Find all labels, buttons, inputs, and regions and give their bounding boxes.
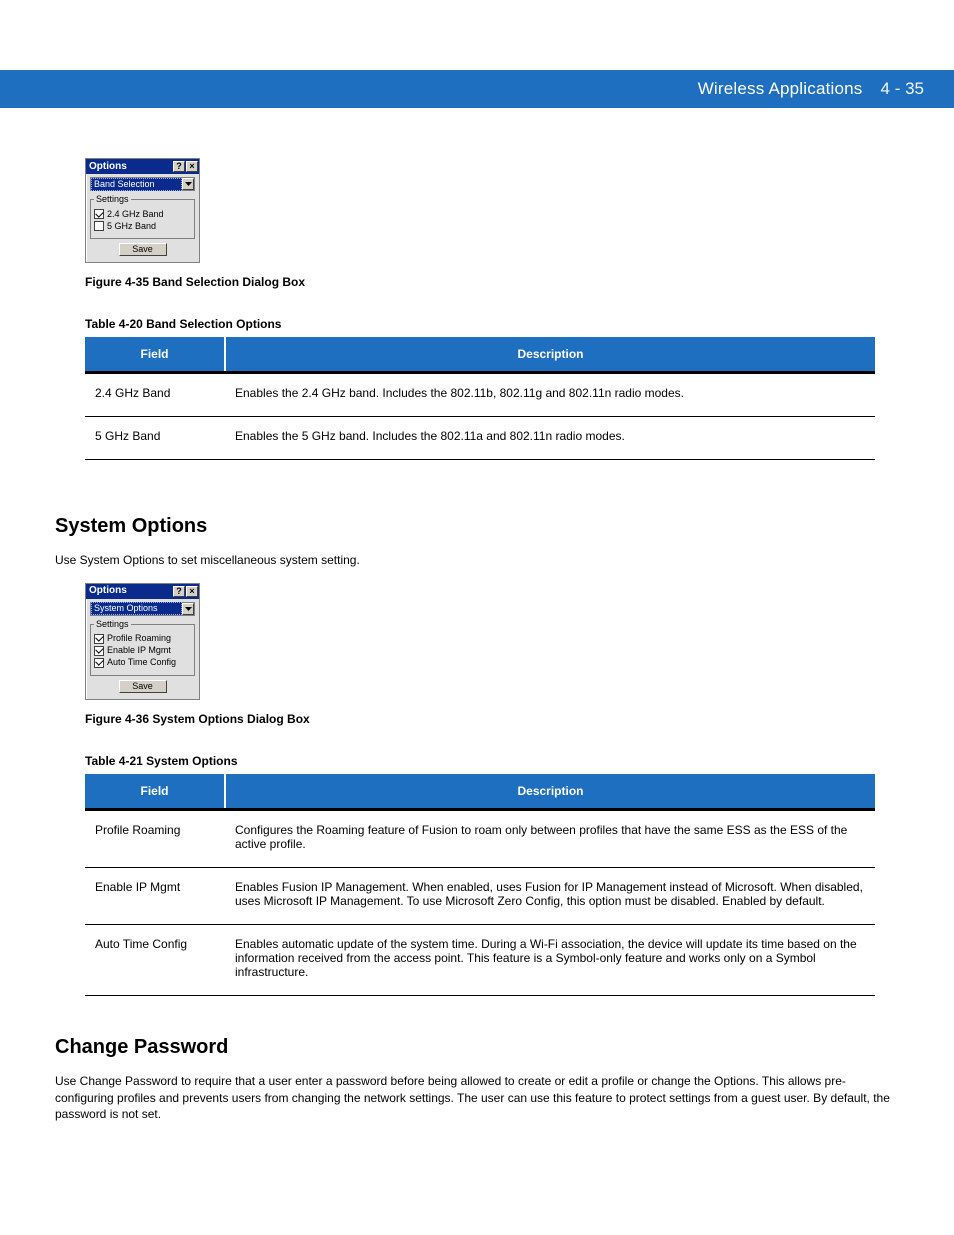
table-caption: Table 4-21 System Options bbox=[85, 754, 899, 768]
save-button[interactable]: Save bbox=[119, 243, 167, 256]
dialog-title: Options bbox=[89, 162, 172, 172]
desc-cell: Enables the 5 GHz band. Includes the 802… bbox=[225, 417, 875, 460]
help-button[interactable]: ? bbox=[173, 586, 185, 597]
chevron-down-icon bbox=[182, 178, 194, 190]
checkbox-row-profile-roaming[interactable]: Profile Roaming bbox=[94, 634, 191, 644]
dialog-titlebar: Options ? × bbox=[86, 159, 199, 174]
checkbox-icon bbox=[94, 658, 104, 668]
field-cell: Enable IP Mgmt bbox=[85, 867, 225, 924]
change-password-desc: Use Change Password to require that a us… bbox=[55, 1073, 899, 1123]
dialog-body: Band Selection Settings 2.4 GHz Band 5 G… bbox=[86, 174, 199, 262]
checkbox-icon bbox=[94, 646, 104, 656]
checkbox-label: 2.4 GHz Band bbox=[107, 210, 164, 219]
table-caption: Table 4-20 Band Selection Options bbox=[85, 317, 899, 331]
dropdown-value: Band Selection bbox=[91, 178, 182, 191]
figure-caption: Figure 4-35 Band Selection Dialog Box bbox=[85, 275, 899, 289]
table-row: 2.4 GHz Band Enables the 2.4 GHz band. I… bbox=[85, 374, 875, 417]
checkbox-icon bbox=[94, 634, 104, 644]
checkbox-label: Profile Roaming bbox=[107, 634, 171, 643]
figure-caption: Figure 4-36 System Options Dialog Box bbox=[85, 712, 899, 726]
field-cell: Auto Time Config bbox=[85, 924, 225, 995]
change-password-heading: Change Password bbox=[55, 1036, 899, 1059]
band-selection-table: Field Description 2.4 GHz Band Enables t… bbox=[85, 337, 875, 460]
options-dropdown[interactable]: System Options bbox=[90, 602, 195, 616]
desc-cell: Enables automatic update of the system t… bbox=[225, 924, 875, 995]
desc-cell: Configures the Roaming feature of Fusion… bbox=[225, 811, 875, 868]
page-content: Options ? × Band Selection Settings 2.4 … bbox=[0, 158, 954, 1163]
fieldset-legend: Settings bbox=[94, 195, 131, 204]
checkbox-row-5ghz[interactable]: 5 GHz Band bbox=[94, 221, 191, 231]
header-title: Wireless Applications bbox=[698, 79, 863, 99]
col-header-field: Field bbox=[85, 774, 225, 808]
close-button[interactable]: × bbox=[186, 161, 198, 172]
field-cell: 2.4 GHz Band bbox=[85, 374, 225, 417]
system-options-heading: System Options bbox=[55, 515, 899, 538]
checkbox-row-enable-ip-mgmt[interactable]: Enable IP Mgmt bbox=[94, 646, 191, 656]
table-row: Profile Roaming Configures the Roaming f… bbox=[85, 811, 875, 868]
field-cell: 5 GHz Band bbox=[85, 417, 225, 460]
header-page-number: 4 - 35 bbox=[881, 79, 924, 99]
system-options-table: Field Description Profile Roaming Config… bbox=[85, 774, 875, 996]
desc-cell: Enables Fusion IP Management. When enabl… bbox=[225, 867, 875, 924]
fieldset-legend: Settings bbox=[94, 620, 131, 629]
col-header-field: Field bbox=[85, 337, 225, 371]
field-cell: Profile Roaming bbox=[85, 811, 225, 868]
band-selection-dialog: Options ? × Band Selection Settings 2.4 … bbox=[85, 158, 200, 263]
dropdown-value: System Options bbox=[91, 602, 182, 615]
top-margin bbox=[0, 0, 954, 70]
checkbox-label: Auto Time Config bbox=[107, 658, 176, 667]
system-options-desc: Use System Options to set miscellaneous … bbox=[55, 552, 899, 569]
close-button[interactable]: × bbox=[186, 586, 198, 597]
dialog-body: System Options Settings Profile Roaming … bbox=[86, 599, 199, 699]
settings-fieldset: Settings Profile Roaming Enable IP Mgmt … bbox=[90, 620, 195, 676]
checkbox-icon bbox=[94, 221, 104, 231]
table-row: Auto Time Config Enables automatic updat… bbox=[85, 924, 875, 995]
save-row: Save bbox=[90, 680, 195, 693]
checkbox-label: 5 GHz Band bbox=[107, 222, 156, 231]
system-options-dialog: Options ? × System Options Settings Prof… bbox=[85, 583, 200, 700]
chevron-down-icon bbox=[182, 603, 194, 615]
help-button[interactable]: ? bbox=[173, 161, 185, 172]
table-row: 5 GHz Band Enables the 5 GHz band. Inclu… bbox=[85, 417, 875, 460]
save-button[interactable]: Save bbox=[119, 680, 167, 693]
table-row: Enable IP Mgmt Enables Fusion IP Managem… bbox=[85, 867, 875, 924]
settings-fieldset: Settings 2.4 GHz Band 5 GHz Band bbox=[90, 195, 195, 239]
col-header-description: Description bbox=[225, 337, 875, 371]
checkbox-row-24ghz[interactable]: 2.4 GHz Band bbox=[94, 209, 191, 219]
checkbox-icon bbox=[94, 209, 104, 219]
checkbox-row-auto-time-config[interactable]: Auto Time Config bbox=[94, 658, 191, 668]
checkbox-label: Enable IP Mgmt bbox=[107, 646, 171, 655]
dialog-title: Options bbox=[89, 586, 172, 596]
page-header: Wireless Applications 4 - 35 bbox=[0, 70, 954, 108]
desc-cell: Enables the 2.4 GHz band. Includes the 8… bbox=[225, 374, 875, 417]
save-row: Save bbox=[90, 243, 195, 256]
col-header-description: Description bbox=[225, 774, 875, 808]
dialog-titlebar: Options ? × bbox=[86, 584, 199, 599]
options-dropdown[interactable]: Band Selection bbox=[90, 177, 195, 191]
